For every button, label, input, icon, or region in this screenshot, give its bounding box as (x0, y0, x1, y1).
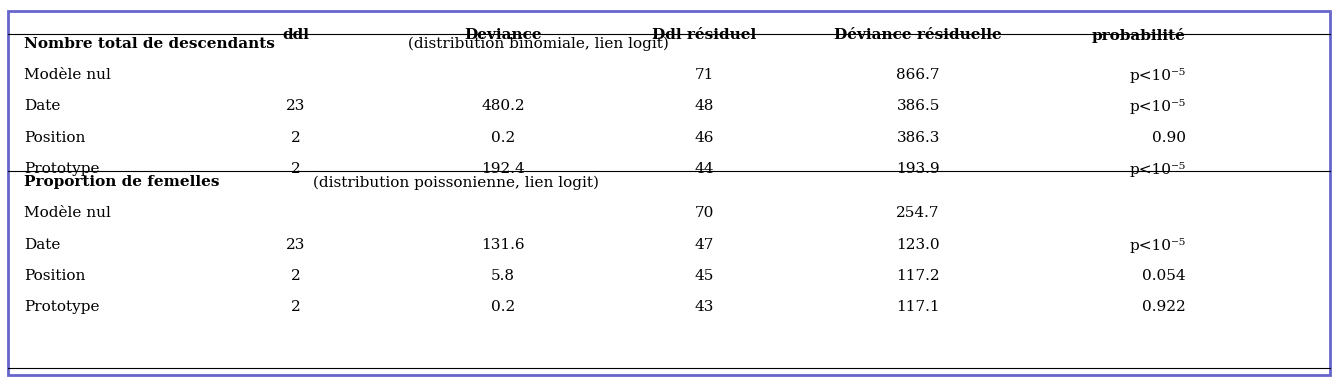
Text: 123.0: 123.0 (896, 238, 940, 252)
Text: Modèle nul: Modèle nul (24, 207, 111, 220)
Text: Prototype: Prototype (24, 300, 99, 314)
Text: p<10⁻⁵: p<10⁻⁵ (1129, 68, 1185, 83)
Text: 0.922: 0.922 (1143, 300, 1185, 314)
Text: ddl: ddl (283, 28, 310, 42)
Text: 192.4: 192.4 (481, 162, 526, 176)
Text: 480.2: 480.2 (481, 99, 526, 113)
Text: 70: 70 (695, 207, 713, 220)
Text: 43: 43 (695, 300, 713, 314)
Text: Position: Position (24, 269, 86, 283)
Text: 0.2: 0.2 (491, 300, 515, 314)
Text: 0.2: 0.2 (491, 131, 515, 144)
Text: 0.90: 0.90 (1152, 131, 1185, 144)
Text: 117.2: 117.2 (896, 269, 940, 283)
Text: p<10⁻⁵: p<10⁻⁵ (1129, 162, 1185, 177)
Text: 386.3: 386.3 (896, 131, 940, 144)
Text: 46: 46 (695, 131, 713, 144)
Text: 44: 44 (695, 162, 713, 176)
Text: Déviance résiduelle: Déviance résiduelle (834, 28, 1002, 42)
Text: 254.7: 254.7 (896, 207, 940, 220)
Text: Date: Date (24, 238, 60, 252)
Text: p<10⁻⁵: p<10⁻⁵ (1129, 99, 1185, 114)
Text: 193.9: 193.9 (896, 162, 940, 176)
Text: Ddl résiduel: Ddl résiduel (652, 28, 756, 42)
Text: 386.5: 386.5 (896, 99, 940, 113)
Text: 48: 48 (695, 99, 713, 113)
Text: 47: 47 (695, 238, 713, 252)
Text: 23: 23 (286, 99, 306, 113)
Text: 2: 2 (291, 300, 300, 314)
Text: 0.054: 0.054 (1143, 269, 1185, 283)
Text: 117.1: 117.1 (896, 300, 940, 314)
Text: 2: 2 (291, 269, 300, 283)
Text: (distribution poissonienne, lien logit): (distribution poissonienne, lien logit) (308, 175, 599, 190)
Text: Nombre total de descendants: Nombre total de descendants (24, 37, 275, 51)
Text: p<10⁻⁵: p<10⁻⁵ (1129, 238, 1185, 253)
Text: probabilité: probabilité (1092, 28, 1185, 43)
Text: 45: 45 (695, 269, 713, 283)
Text: 71: 71 (695, 68, 713, 82)
Text: 5.8: 5.8 (491, 269, 515, 283)
Text: Date: Date (24, 99, 60, 113)
Text: 23: 23 (286, 238, 306, 252)
Text: 2: 2 (291, 131, 300, 144)
Text: (distribution binomiale, lien logit): (distribution binomiale, lien logit) (402, 37, 669, 51)
Text: Prototype: Prototype (24, 162, 99, 176)
Text: Deviance: Deviance (464, 28, 542, 42)
Text: 131.6: 131.6 (481, 238, 526, 252)
Text: 866.7: 866.7 (896, 68, 940, 82)
Text: Proportion de femelles: Proportion de femelles (24, 175, 220, 189)
Text: 2: 2 (291, 162, 300, 176)
Text: Position: Position (24, 131, 86, 144)
Text: Modèle nul: Modèle nul (24, 68, 111, 82)
